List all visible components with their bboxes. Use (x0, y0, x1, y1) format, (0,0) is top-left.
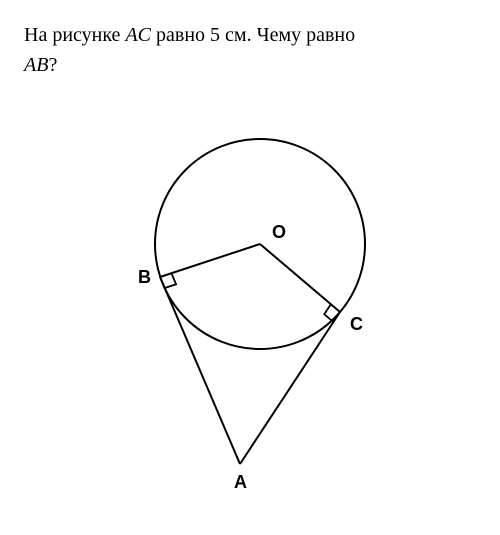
svg-text:B: B (138, 267, 151, 287)
geometry-diagram: O B C A (80, 104, 420, 504)
value-5: 5 (210, 24, 220, 46)
svg-text:O: O (272, 222, 286, 242)
var-ab: AB (24, 54, 48, 76)
question-prefix: На рисунке (24, 24, 125, 46)
question-text: На рисунке AC равно 5 см. Чему равно AB? (24, 20, 476, 80)
svg-text:C: C (350, 314, 363, 334)
question-middle: равно (151, 24, 210, 46)
question-suffix: ? (48, 54, 57, 76)
diagram-container: O B C A (24, 104, 476, 504)
var-ac: AC (125, 24, 151, 46)
svg-text:A: A (234, 472, 247, 492)
question-unit: см. Чему равно (220, 24, 355, 46)
